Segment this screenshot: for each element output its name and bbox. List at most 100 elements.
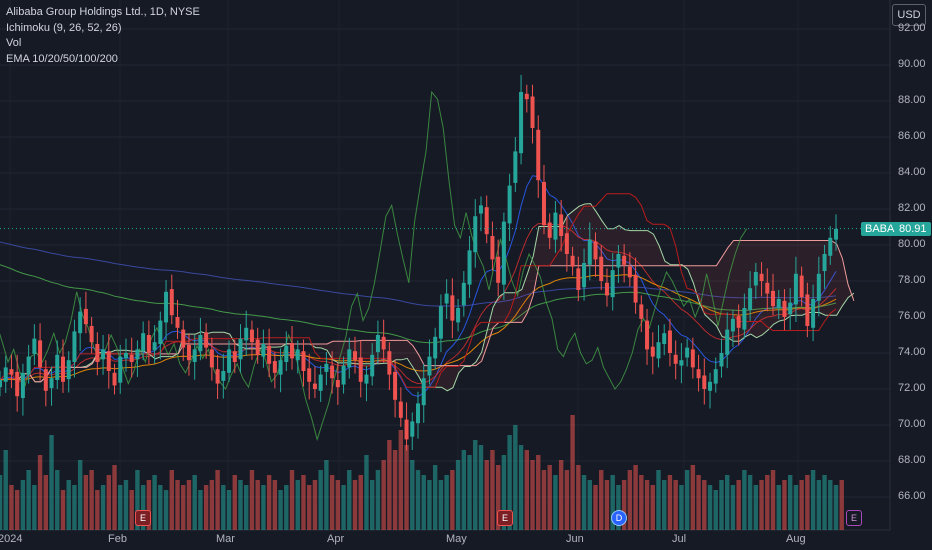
volume-bar [89, 470, 94, 530]
x-tick-label: Aug [786, 533, 806, 545]
candle-body [307, 368, 312, 382]
symbol-title[interactable]: Alibaba Group Holdings Ltd., 1D, NYSE [6, 6, 200, 18]
ichimoku-span-a [17, 203, 855, 392]
candle-body [26, 356, 31, 375]
volume-bar [564, 470, 570, 530]
volume-bar [118, 485, 123, 530]
candle-body [667, 330, 672, 353]
candle-body [78, 311, 83, 334]
volume-bar [427, 480, 432, 530]
indicator-ema[interactable]: EMA 10/20/50/100/200 [6, 52, 118, 65]
candle-body [341, 365, 346, 385]
volume-bar [702, 480, 707, 530]
candle-body [267, 345, 272, 364]
candle-body [450, 295, 455, 321]
candle-body [599, 256, 604, 281]
volume-bar [392, 450, 398, 530]
candle-body [381, 336, 386, 350]
volume-bar [49, 435, 54, 530]
candle-body [312, 383, 317, 389]
volume-bar [186, 480, 192, 530]
ichimoku-chikou [0, 90, 748, 442]
volume-bar [513, 425, 518, 530]
volume-bar [192, 475, 197, 530]
volume-bar [95, 490, 100, 530]
volume-bar [816, 480, 822, 530]
candle-body [736, 316, 741, 328]
candle-body [467, 250, 472, 285]
volume-bar [759, 480, 764, 530]
candle-body [427, 356, 432, 376]
candle-body [811, 299, 816, 328]
earnings-marker[interactable]: E [846, 510, 862, 526]
volume-bar [226, 490, 232, 530]
volume-bar [244, 485, 249, 530]
volume-bar [616, 485, 621, 530]
candle-body [490, 236, 495, 260]
volume-bar [77, 460, 83, 530]
volume-bar [747, 475, 753, 530]
y-tick-label: 76.00 [898, 310, 926, 322]
candle-body [295, 349, 300, 361]
currency-button[interactable]: USD [892, 4, 926, 26]
volume-bar [158, 485, 163, 530]
candle-body [318, 374, 323, 391]
volume-bar [770, 470, 776, 530]
volume-bar [307, 485, 312, 530]
volume-bar [140, 485, 146, 530]
candle-body [753, 272, 758, 286]
volume-bar [461, 450, 467, 530]
indicator-volume[interactable]: Vol [6, 37, 22, 49]
volume-bar [833, 485, 839, 530]
volume-bar [215, 470, 220, 530]
volume-bar [112, 465, 117, 530]
candle-body [816, 273, 821, 301]
volume-bar [679, 485, 684, 530]
volume-bar [398, 430, 404, 530]
candle-body [169, 289, 174, 316]
candle-body [43, 369, 48, 391]
candle-body [507, 185, 512, 224]
candle-body [622, 255, 627, 265]
volume-bar [599, 470, 604, 530]
volume-bar [129, 490, 134, 530]
candle-body [95, 344, 100, 362]
candle-body [513, 151, 518, 183]
volume-bar [673, 480, 678, 530]
candle-body [828, 237, 833, 256]
indicator-ichimoku[interactable]: Ichimoku (9, 26, 52, 26) [6, 21, 122, 34]
candle-body [181, 329, 186, 348]
volume-bar [684, 470, 690, 530]
earnings-marker[interactable]: E [135, 510, 151, 526]
volume-bar [421, 475, 426, 530]
candle-body [805, 294, 810, 326]
volume-bar [656, 470, 661, 530]
candle-body [123, 353, 128, 359]
volume-bar [690, 465, 696, 530]
volume-bar [255, 480, 260, 530]
candle-body [301, 351, 306, 371]
volume-bar [352, 480, 358, 530]
candle-body [20, 372, 25, 398]
earnings-marker[interactable]: E [497, 510, 513, 526]
y-tick-label: 92.00 [898, 22, 926, 34]
volume-bar [776, 485, 781, 530]
y-tick-label: 78.00 [898, 274, 926, 286]
candle-body [496, 256, 501, 283]
y-tick-label: 86.00 [898, 130, 926, 142]
candle-body [129, 354, 134, 362]
volume-bar [209, 480, 215, 530]
volume-bar [295, 480, 300, 530]
volume-bar [765, 475, 770, 530]
candle-body [209, 349, 214, 368]
candle-body [152, 342, 157, 351]
candle-body [358, 357, 363, 382]
dividend-marker[interactable]: D [611, 510, 627, 526]
candle-body [244, 327, 249, 341]
candle-body [347, 349, 352, 368]
x-tick-label: Jun [566, 533, 584, 545]
volume-bar [43, 475, 49, 530]
volume-bar [524, 450, 529, 530]
candle-body [9, 369, 14, 375]
